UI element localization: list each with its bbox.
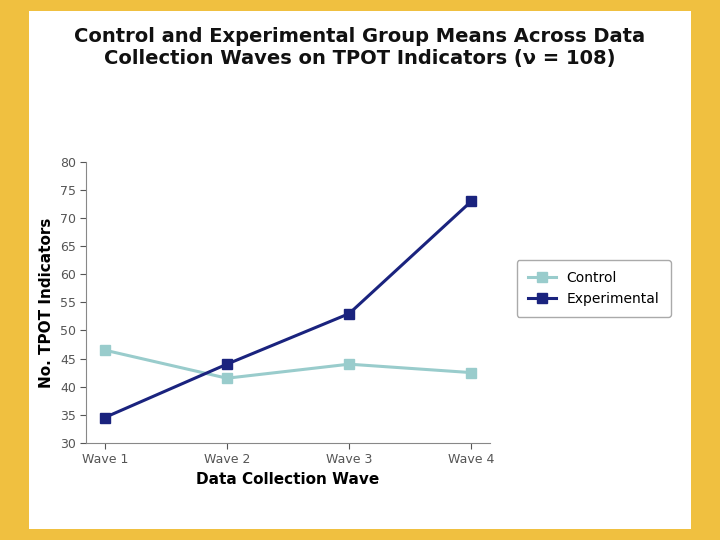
X-axis label: Data Collection Wave: Data Collection Wave [197, 472, 379, 487]
Experimental [345, 310, 354, 317]
Legend: Control, Experimental: Control, Experimental [517, 260, 670, 317]
Y-axis label: No. TPOT Indicators: No. TPOT Indicators [40, 217, 55, 388]
Control [222, 375, 231, 381]
Control [467, 369, 476, 376]
Control [100, 347, 109, 353]
Text: Control and Experimental Group Means Across Data
Collection Waves on TPOT Indica: Control and Experimental Group Means Acr… [74, 27, 646, 68]
Experimental [100, 414, 109, 421]
Experimental [222, 361, 231, 367]
Experimental [467, 198, 476, 205]
Control [345, 361, 354, 367]
Line: Control: Control [100, 345, 476, 383]
Line: Experimental: Experimental [100, 197, 476, 422]
